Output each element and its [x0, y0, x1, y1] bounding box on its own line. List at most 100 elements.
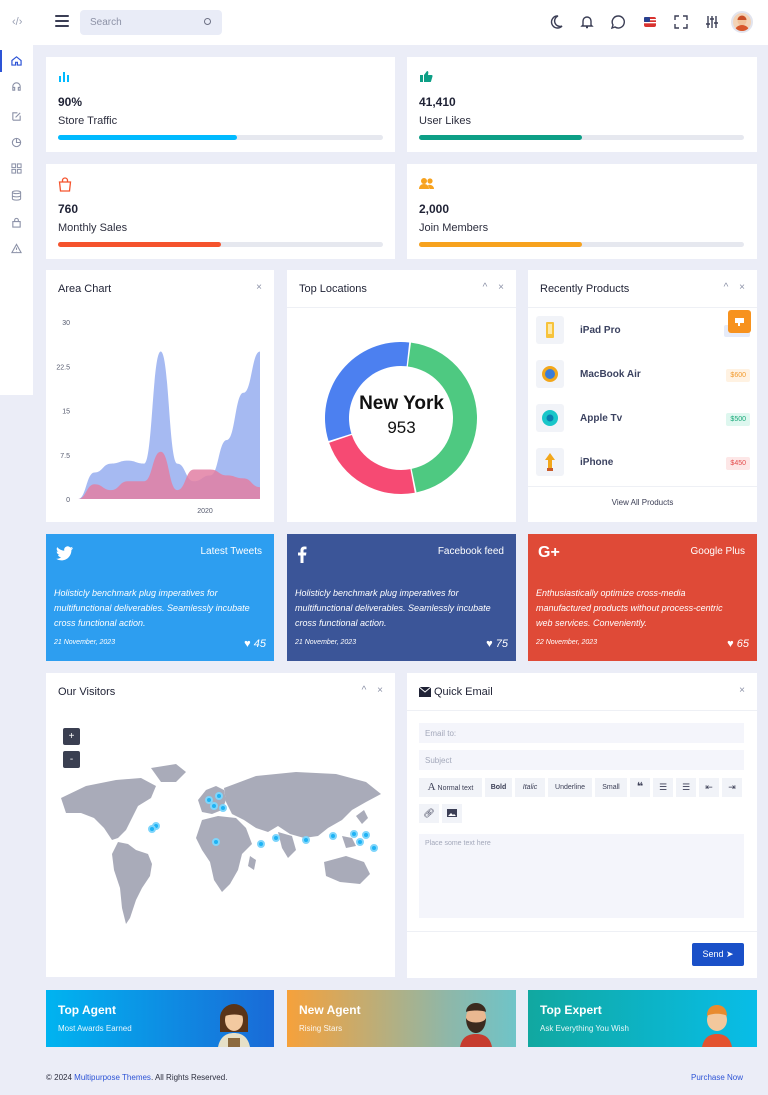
product-name[interactable]: iPad Pro	[580, 325, 621, 336]
top-expert-card[interactable]: Top Expert Ask Everything You Wish	[528, 990, 757, 1047]
edit-icon	[12, 112, 21, 121]
image-icon[interactable]	[442, 804, 462, 823]
social-date: 21 November, 2023	[295, 639, 357, 646]
progress-fill	[58, 242, 221, 247]
us-flag-icon[interactable]	[642, 14, 658, 30]
fullscreen-icon[interactable]	[673, 14, 689, 30]
donut-chart	[324, 341, 478, 494]
sidebar-item-reports[interactable]	[0, 132, 33, 154]
close-button[interactable]: ×	[739, 282, 745, 293]
sidebar-item-support[interactable]	[0, 76, 33, 98]
stat-label: User Likes	[419, 115, 471, 127]
bell-icon[interactable]	[579, 14, 595, 30]
sliders-icon[interactable]	[704, 14, 720, 30]
collapse-button[interactable]: ^	[361, 685, 367, 696]
menu-toggle-button[interactable]	[55, 15, 69, 27]
divider	[528, 307, 757, 308]
collapse-button[interactable]: ^	[723, 282, 729, 293]
social-text: Holisticly benchmark plug imperatives fo…	[295, 588, 491, 628]
zoom-out-button[interactable]: -	[63, 751, 80, 768]
product-image	[536, 448, 564, 476]
italic-button[interactable]: Italic	[515, 778, 545, 797]
close-button[interactable]: ×	[377, 685, 383, 696]
email-to-field	[419, 723, 744, 744]
y-tick-label: 15	[62, 409, 70, 416]
view-all-products-link[interactable]: View All Products	[611, 498, 674, 507]
list-item[interactable]: MacBook Air $600	[536, 354, 750, 398]
indent-icon[interactable]: ⇥	[722, 778, 742, 797]
donut-slice-0[interactable]	[407, 342, 478, 493]
outdent-icon[interactable]: ⇤	[699, 778, 719, 797]
brand-link[interactable]: Multipurpose Themes	[74, 1073, 151, 1082]
agent-subtitle: Ask Everything You Wish	[540, 1024, 629, 1033]
sidebar-item-apps[interactable]	[0, 158, 33, 180]
zoom-in-button[interactable]: +	[63, 728, 80, 745]
world-map[interactable]	[56, 758, 386, 928]
area-series-0	[78, 351, 260, 499]
subject-input[interactable]	[419, 750, 744, 771]
underline-button[interactable]: Underline	[548, 778, 592, 797]
close-button[interactable]: ×	[739, 685, 745, 696]
like-count[interactable]: ♥ 45	[244, 638, 266, 650]
moon-icon[interactable]	[548, 14, 564, 30]
close-button[interactable]: ×	[256, 282, 262, 293]
search-input[interactable]	[90, 15, 200, 30]
sidebar-item-home[interactable]	[0, 50, 33, 72]
x-tick-label: 2020	[197, 508, 213, 515]
sidebar-item-data[interactable]	[0, 185, 33, 207]
link-icon[interactable]: 🔗︎	[419, 804, 439, 823]
product-name[interactable]: iPhone	[580, 457, 614, 468]
send-button[interactable]: Send ➤	[692, 943, 744, 966]
donut-slice-1[interactable]	[329, 434, 415, 494]
top-agent-card[interactable]: Top Agent Most Awards Earned	[46, 990, 274, 1047]
ordered-list-icon[interactable]: ☰	[676, 778, 696, 797]
facebook-icon	[298, 546, 307, 563]
y-tick-label: 7.5	[60, 453, 70, 460]
users-icon	[419, 178, 434, 189]
logo-icon[interactable]: ‹/›	[12, 16, 23, 28]
list-item[interactable]: Apple Tv $500	[536, 398, 750, 442]
area-series-1	[78, 451, 260, 499]
sidebar-item-alerts[interactable]	[0, 238, 33, 260]
pie-icon	[11, 137, 22, 148]
search-icon[interactable]	[204, 18, 211, 25]
bold-button[interactable]: Bold	[485, 778, 512, 797]
y-tick-label: 22.5	[56, 364, 70, 371]
email-body-input[interactable]	[419, 834, 744, 918]
new-agent-card[interactable]: New Agent Rising Stars	[287, 990, 516, 1047]
purchase-now-link[interactable]: Purchase Now	[691, 1073, 744, 1082]
chat-icon[interactable]	[610, 14, 626, 30]
price-badge: $500	[726, 413, 750, 426]
product-name[interactable]: Apple Tv	[580, 413, 623, 424]
small-button[interactable]: Small	[595, 778, 627, 797]
envelope-icon	[419, 687, 431, 697]
like-count[interactable]: ♥ 65	[727, 638, 749, 650]
quote-icon[interactable]: ❝	[630, 778, 650, 797]
donut-slice-2[interactable]	[324, 341, 410, 442]
close-button[interactable]: ×	[498, 282, 504, 293]
avatar[interactable]	[731, 11, 753, 33]
unordered-list-icon[interactable]: ☰	[653, 778, 673, 797]
list-item[interactable]: iPad Pro	[536, 310, 750, 354]
email-to-input[interactable]	[419, 723, 744, 744]
twitter-icon	[56, 546, 73, 561]
stat-card-user-likes: 41,410 User Likes	[407, 57, 757, 152]
sidebar-item-security[interactable]	[0, 212, 33, 234]
theme-settings-button[interactable]	[728, 310, 751, 333]
social-text: Holisticly benchmark plug imperatives fo…	[54, 588, 250, 628]
search-box	[80, 10, 222, 35]
like-count[interactable]: ♥ 75	[486, 638, 508, 650]
product-name[interactable]: MacBook Air	[580, 369, 641, 380]
list-item[interactable]: iPhone $450	[536, 442, 750, 486]
normal-text-button[interactable]: A Normal text	[419, 778, 482, 797]
stat-value: 41,410	[419, 95, 456, 109]
progress-bar	[58, 242, 383, 247]
email-body-field	[419, 834, 744, 918]
collapse-button[interactable]: ^	[482, 282, 488, 293]
headset-icon	[12, 82, 21, 91]
sidebar-item-edit[interactable]	[0, 106, 33, 128]
donut-center-value: 953	[387, 418, 416, 437]
social-text: Enthusiastically optimize cross-media ma…	[536, 588, 723, 628]
agent-subtitle: Most Awards Earned	[58, 1024, 132, 1033]
like-value: 45	[253, 638, 266, 650]
